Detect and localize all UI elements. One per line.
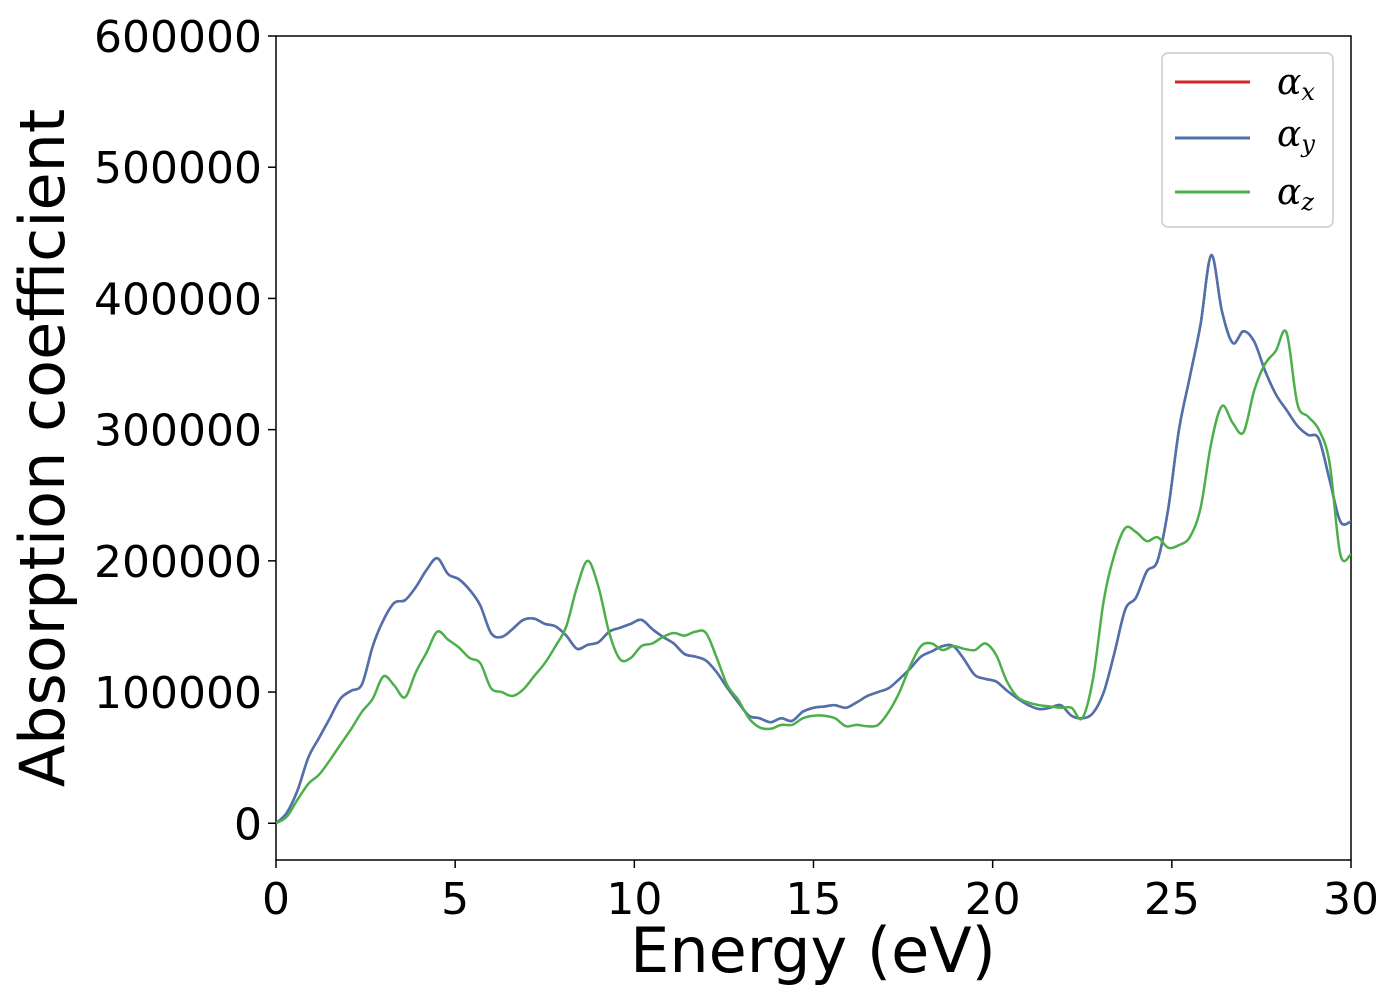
- legend: αx αy αz: [1161, 52, 1334, 228]
- legend-entry-z: αz: [1175, 172, 1314, 216]
- x-tick-label: 0: [262, 874, 290, 925]
- y-axis-ticks: 0 100000 200000 300000 400000 500000 600000: [94, 12, 276, 850]
- legend-entry-x: αx: [1175, 62, 1315, 106]
- legend-label-x: αx: [1277, 62, 1315, 106]
- y-tick-label: 600000: [94, 12, 262, 63]
- x-tick-label: 15: [786, 874, 842, 925]
- y-tick-label: 0: [234, 799, 262, 850]
- x-axis-ticks: 0 5 10 15 20 25 30: [262, 860, 1379, 925]
- y-tick-label: 200000: [94, 537, 262, 588]
- y-axis-label: Absorption coefficient: [6, 109, 79, 788]
- legend-label-z: αz: [1277, 172, 1314, 216]
- y-tick-label: 400000: [94, 274, 262, 325]
- x-tick-label: 30: [1323, 874, 1379, 925]
- x-axis-label: Energy (eV): [630, 914, 996, 987]
- series-line-y: [275, 253, 1352, 825]
- y-tick-label: 500000: [94, 143, 262, 194]
- x-tick-label: 5: [441, 874, 469, 925]
- legend-entry-y: αy: [1175, 114, 1315, 158]
- series-layer: [275, 253, 1352, 825]
- series-line-z: [275, 329, 1352, 825]
- x-tick-label: 10: [606, 874, 662, 925]
- x-tick-label: 20: [965, 874, 1021, 925]
- legend-box: [1161, 52, 1334, 228]
- y-tick-label: 300000: [94, 406, 262, 457]
- legend-label-y: αy: [1277, 114, 1315, 158]
- y-tick-label: 100000: [94, 668, 262, 719]
- x-tick-label: 25: [1144, 874, 1200, 925]
